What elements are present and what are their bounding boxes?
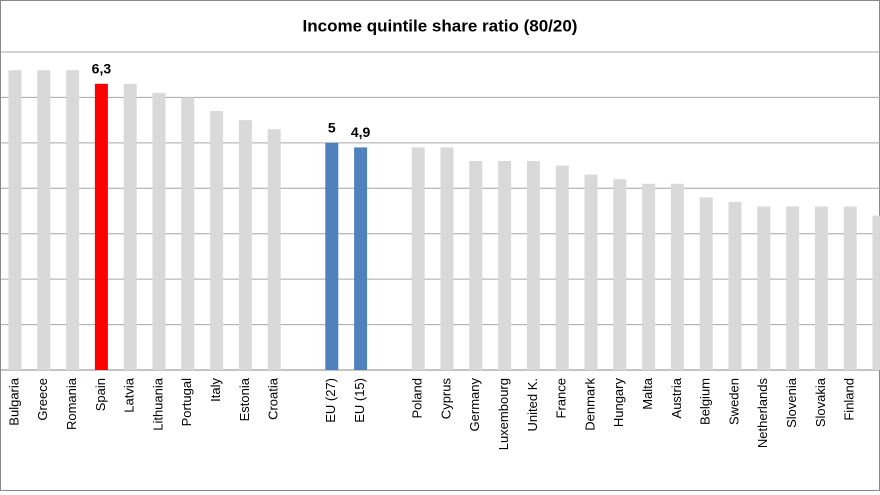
bar bbox=[440, 147, 454, 370]
x-tick-label: Netherlands bbox=[755, 378, 770, 449]
x-tick-label: Belgium bbox=[698, 378, 713, 425]
bar bbox=[325, 142, 339, 370]
x-tick-label: EU (15) bbox=[352, 378, 367, 423]
x-tick-label: EU (27) bbox=[323, 378, 338, 423]
chart-title: Income quintile share ratio (80/20) bbox=[303, 16, 578, 35]
x-tick-label: Spain bbox=[93, 378, 108, 411]
bar bbox=[555, 165, 569, 370]
x-tick-label: Greece bbox=[35, 378, 50, 421]
x-tick-label: Estonia bbox=[237, 377, 252, 421]
bar bbox=[66, 70, 80, 371]
bar bbox=[8, 70, 22, 371]
bar bbox=[843, 206, 857, 370]
bar bbox=[181, 97, 195, 370]
bar bbox=[238, 120, 252, 371]
bar bbox=[526, 161, 540, 370]
bar bbox=[642, 183, 656, 370]
value-label: 5 bbox=[328, 120, 336, 136]
bar bbox=[469, 161, 483, 370]
x-tick-label: Hungary bbox=[611, 378, 626, 428]
bar bbox=[584, 174, 598, 370]
x-tick-label: Romania bbox=[64, 377, 79, 430]
x-tick-label: Sweden bbox=[726, 378, 741, 425]
bar bbox=[498, 161, 512, 370]
bar bbox=[670, 183, 684, 370]
x-tick-label: Bulgaria bbox=[6, 377, 21, 425]
x-tick-label: Slovenia bbox=[784, 377, 799, 428]
bar bbox=[123, 83, 137, 371]
x-tick-label: Portugal bbox=[179, 378, 194, 427]
bar bbox=[354, 147, 368, 370]
value-label: 6,3 bbox=[92, 61, 112, 77]
x-tick-label: Croatia bbox=[266, 377, 281, 420]
bar bbox=[267, 129, 281, 370]
bar bbox=[728, 201, 742, 370]
x-tick-label: Malta bbox=[640, 377, 655, 410]
x-tick-label: Finland bbox=[842, 378, 857, 421]
x-tick-label: Lithuania bbox=[150, 377, 165, 431]
x-tick-label: France bbox=[554, 378, 569, 418]
bar bbox=[37, 70, 51, 371]
x-tick-label: Luxembourg bbox=[496, 378, 511, 450]
x-tick-label: Slovakia bbox=[813, 377, 828, 427]
bar bbox=[872, 215, 880, 370]
x-tick-label: Germany bbox=[467, 378, 482, 432]
bar bbox=[757, 206, 771, 370]
bar bbox=[94, 83, 108, 371]
bar bbox=[411, 147, 425, 370]
x-tick-label: United K. bbox=[525, 378, 540, 431]
bar bbox=[814, 206, 828, 370]
bar bbox=[786, 206, 800, 370]
x-tick-label: Italy bbox=[208, 378, 223, 402]
value-label: 4,9 bbox=[351, 124, 371, 140]
x-tick-label: Denmark bbox=[582, 378, 597, 431]
x-tick-label: Latvia bbox=[122, 377, 137, 412]
bar bbox=[613, 179, 627, 370]
bar bbox=[152, 92, 166, 370]
x-tick-label: Cyprus bbox=[438, 378, 453, 420]
x-tick-label: Poland bbox=[410, 378, 425, 418]
x-tick-label: Austria bbox=[669, 377, 684, 418]
bar bbox=[210, 111, 224, 371]
bar bbox=[699, 197, 713, 370]
